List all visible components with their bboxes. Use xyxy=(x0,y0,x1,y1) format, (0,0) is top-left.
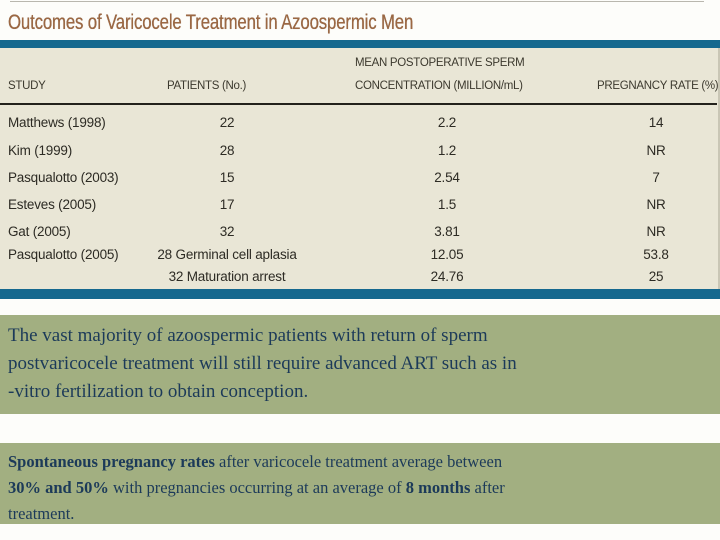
paragraph-line: -vitro fertilization to obtain conceptio… xyxy=(8,381,309,402)
table-cell-concentration: 12.05 xyxy=(430,247,464,262)
column-header-patients: PATIENTS (No.) xyxy=(167,80,247,92)
paragraph-line: treatment. xyxy=(8,501,712,527)
table-cell-concentration: 2.54 xyxy=(434,170,460,185)
table-cell-concentration: 3.81 xyxy=(434,224,460,239)
summary-paragraph: The vast majority of azoospermic patient… xyxy=(0,315,720,406)
pregnancy-rates-paragraph: Spontaneous pregnancy rates after varico… xyxy=(0,443,720,527)
table-cell-concentration: 24.76 xyxy=(430,269,464,284)
table-cell-pregnancy: 7 xyxy=(652,170,660,185)
slide-title: Outcomes of Varicocele Treatment in Azoo… xyxy=(8,11,414,34)
table-cell-pregnancy: 25 xyxy=(648,269,664,284)
table-cell-concentration: 2.2 xyxy=(437,115,457,130)
table-cell-patients: 32 Maturation arrest xyxy=(168,269,286,284)
table-cell-concentration: 1.5 xyxy=(437,197,457,212)
column-header-pregnancy: PREGNANCY RATE (%) xyxy=(597,80,719,92)
bold-text: Spontaneous pregnancy rates xyxy=(8,452,215,471)
table-cell-study: Kim (1999) xyxy=(8,143,73,158)
pregnancy-rates-text-block: Spontaneous pregnancy rates after varico… xyxy=(0,443,720,524)
table-header-rule xyxy=(0,103,717,105)
body-text: after varicocele treatment average betwe… xyxy=(214,452,503,471)
table-scan-edge xyxy=(718,48,720,289)
paragraph-line: Spontaneous pregnancy rates after varico… xyxy=(8,449,712,475)
table-cell-study: Pasqualotto (2005) xyxy=(8,247,119,262)
body-text: with pregnancies occurring at an average… xyxy=(108,478,406,497)
table-cell-patients: 15 xyxy=(219,170,235,185)
table-row: Pasqualotto (2005) 28 Germinal cell apla… xyxy=(0,247,720,263)
summary-text-block: The vast majority of azoospermic patient… xyxy=(0,315,720,414)
table-cell-concentration: 1.2 xyxy=(437,143,457,158)
title-divider-rule xyxy=(0,40,720,48)
table-row: Matthews (1998) 22 2.2 14 xyxy=(0,115,720,131)
table-cell-patients: 22 xyxy=(219,115,235,130)
bold-text: 8 months xyxy=(405,478,471,497)
table-cell-pregnancy: 14 xyxy=(648,115,664,130)
table-cell-pregnancy: NR xyxy=(646,197,666,212)
table-row: Gat (2005) 32 3.81 NR xyxy=(0,224,720,240)
table-bottom-rule xyxy=(0,289,720,299)
body-text: after xyxy=(470,478,505,497)
table-cell-patients: 17 xyxy=(219,197,235,212)
table-cell-pregnancy: NR xyxy=(646,143,666,158)
table-row: Esteves (2005) 17 1.5 NR xyxy=(0,197,720,213)
table-cell-study: Esteves (2005) xyxy=(8,197,96,212)
table-cell-patients: 32 xyxy=(219,224,235,239)
table-row: 32 Maturation arrest 24.76 25 xyxy=(0,269,720,285)
body-text: treatment. xyxy=(8,504,75,523)
column-header-concentration-line1: MEAN POSTOPERATIVE SPERM xyxy=(355,57,525,69)
bold-text: 30% and 50% xyxy=(8,478,109,497)
paragraph-line: 30% and 50% with pregnancies occurring a… xyxy=(8,475,712,501)
column-header-concentration-line2: CONCENTRATION (MILLION/mL) xyxy=(355,80,523,92)
table-cell-study: Matthews (1998) xyxy=(8,115,106,130)
table-cell-pregnancy: NR xyxy=(646,224,666,239)
table-row: Pasqualotto (2003) 15 2.54 7 xyxy=(0,170,720,186)
table-cell-study: Pasqualotto (2003) xyxy=(8,170,119,185)
column-header-study: STUDY xyxy=(8,80,46,92)
paragraph-line: The vast majority of azoospermic patient… xyxy=(8,325,488,346)
outcomes-table: STUDY PATIENTS (No.) MEAN POSTOPERATIVE … xyxy=(0,48,720,289)
table-row: Kim (1999) 28 1.2 NR xyxy=(0,143,720,159)
paragraph-line: postvaricocele treatment will still requ… xyxy=(8,353,517,374)
top-hairline xyxy=(10,1,704,2)
table-cell-patients: 28 xyxy=(219,143,235,158)
table-cell-patients: 28 Germinal cell aplasia xyxy=(157,247,297,262)
table-cell-pregnancy: 53.8 xyxy=(643,247,669,262)
table-cell-study: Gat (2005) xyxy=(8,224,71,239)
